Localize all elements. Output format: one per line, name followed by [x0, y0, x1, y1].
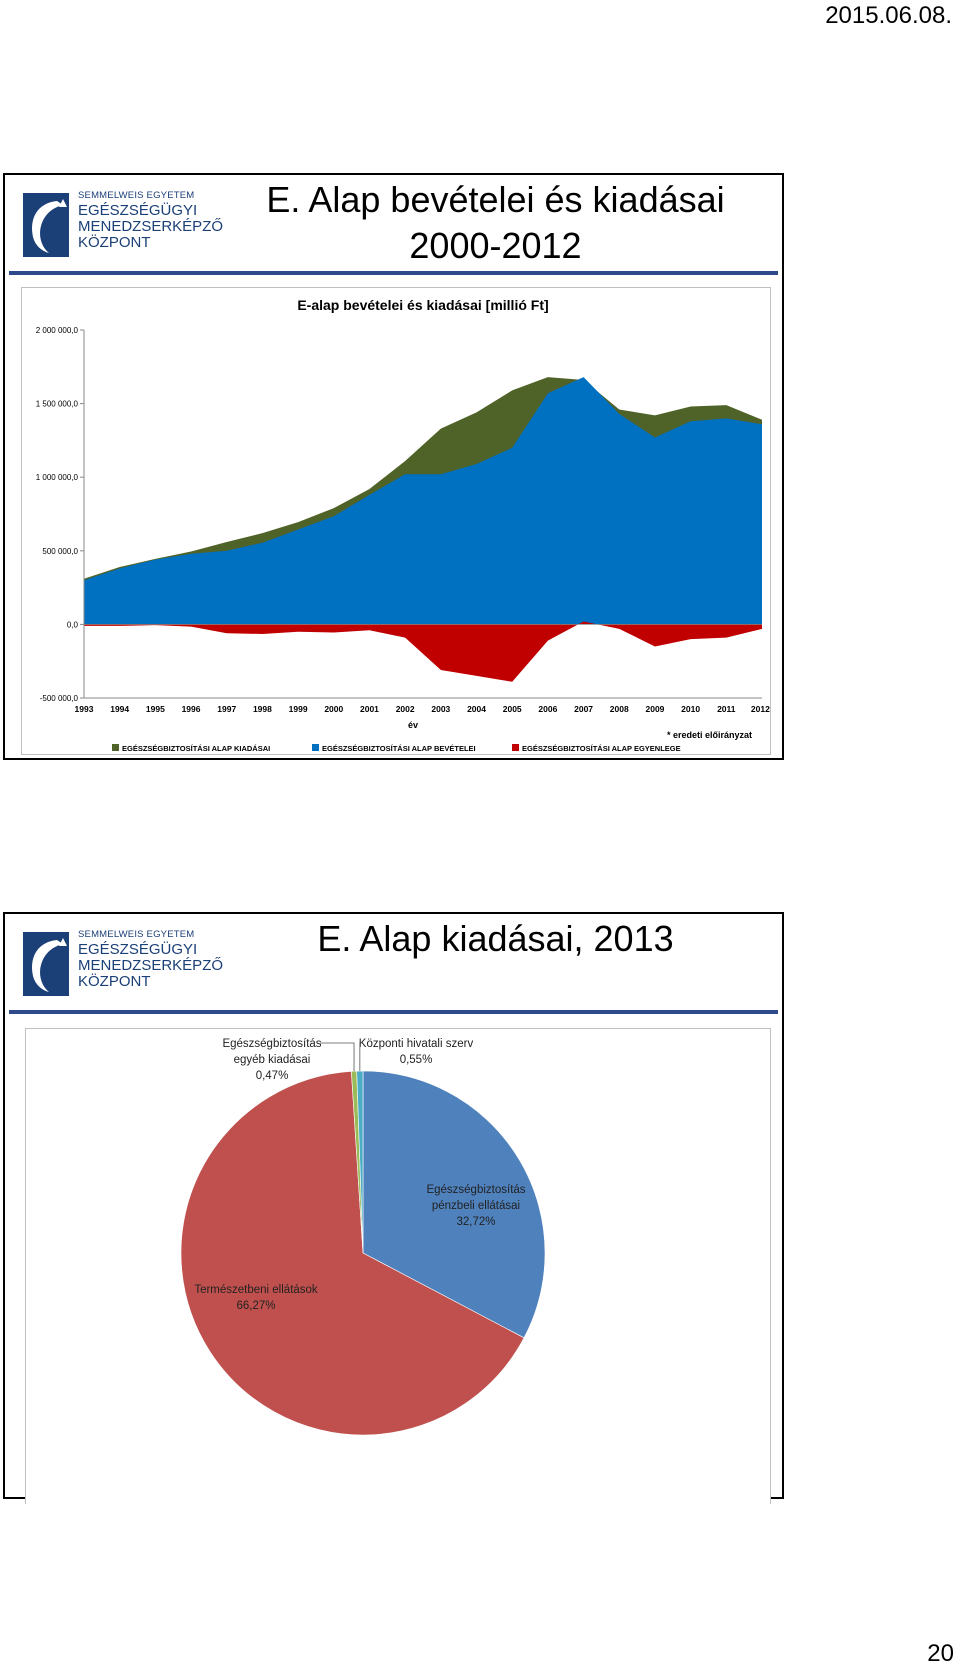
x-tick-label: 1998	[253, 704, 272, 714]
y-tick-label: -500 000,0	[40, 694, 79, 703]
x-tick-label: 2002	[396, 704, 415, 714]
logo-line-1: SEMMELWEIS EGYETEM	[78, 190, 195, 201]
logo-emblem-icon	[23, 193, 69, 257]
page-number: 20	[927, 1640, 954, 1667]
pie-value-label: 66,27%	[236, 1300, 275, 1312]
x-tick-label: 2003	[431, 704, 450, 714]
legend-item: EGÉSZSÉGBIZTOSÍTÁSI ALAP EGYENLEGE	[512, 744, 681, 753]
legend-swatch	[112, 744, 119, 751]
x-tick-label: 2012*	[751, 704, 770, 714]
x-tick-label: 1993	[75, 704, 94, 714]
logo-line-4: KÖZPONT	[78, 972, 151, 990]
slide-title-line-2: 2000-2012	[409, 225, 582, 266]
area-chart-frame: E-alap bevételei és kiadásai [millió Ft]…	[21, 287, 774, 755]
pie-label-text: Központi hivatali szerv	[359, 1038, 474, 1050]
y-tick-label: 2 000 000,0	[36, 326, 79, 335]
logo-line-3: MENEDZSERKÉPZŐ	[78, 956, 224, 974]
area-chart: E-alap bevételei és kiadásai [millió Ft]…	[36, 297, 774, 753]
y-tick-label: 0,0	[67, 620, 79, 629]
pie-label-text: Egészségbiztosítás	[426, 1184, 525, 1196]
slide-title: E. Alap kiadásai, 2013	[317, 918, 674, 959]
title-rule	[9, 1010, 778, 1014]
slide-title: E. Alap bevételei és kiadásai 2000-2012	[215, 177, 776, 269]
x-tick-label: 1995	[146, 704, 165, 714]
pie-leader-line	[359, 1042, 361, 1072]
logo-line-4: KÖZPONT	[78, 233, 151, 251]
logo-line-1: SEMMELWEIS EGYETEM	[78, 929, 195, 940]
legend-swatch	[312, 744, 319, 751]
area-series-3	[84, 621, 762, 682]
x-tick-label: 1996	[182, 704, 201, 714]
x-tick-label: 2008	[610, 704, 629, 714]
pie-value-label: 0,55%	[400, 1054, 433, 1066]
legend-item: EGÉSZSÉGBIZTOSÍTÁSI ALAP BEVÉTELEI	[312, 744, 476, 753]
chart-note: * eredeti előirányzat	[667, 730, 752, 740]
pie-label: Központi hivatali szerv 0,55%	[359, 1038, 474, 1066]
y-tick-label: 1 500 000,0	[36, 400, 79, 409]
pie-slice-2	[180, 1071, 525, 1436]
x-tick-label: 2011	[717, 704, 736, 714]
semmelweis-logo: SEMMELWEIS EGYETEM EGÉSZSÉGÜGYI MENEDZSE…	[23, 930, 223, 1000]
x-tick-label: 2007	[574, 704, 593, 714]
x-tick-label: 1997	[217, 704, 236, 714]
legend-swatch	[512, 744, 519, 751]
logo-line-3: MENEDZSERKÉPZŐ	[78, 217, 224, 235]
x-tick-label: 2005	[503, 704, 522, 714]
pie-chart-frame: Egészségbiztosítás pénzbeli ellátásai 32,7…	[25, 1028, 771, 1504]
y-tick-label: 1 000 000,0	[36, 473, 79, 482]
x-tick-label: 2001	[360, 704, 379, 714]
x-axis-label: év	[408, 720, 418, 730]
title-rule	[9, 271, 778, 275]
legend-label: EGÉSZSÉGBIZTOSÍTÁSI ALAP BEVÉTELEI	[322, 744, 476, 753]
pie-chart: Egészségbiztosítás pénzbeli ellátásai 32,7…	[180, 1038, 546, 1436]
logo-line-2: EGÉSZSÉGÜGYI	[78, 201, 198, 219]
pie-label-text: Egészségbiztosítás	[222, 1038, 321, 1050]
x-tick-label: 1999	[289, 704, 308, 714]
pie-label-text: egyéb kiadásai	[234, 1054, 311, 1066]
pie-label: Egészségbiztosítás egyéb kiadásai 0,47%	[222, 1038, 321, 1082]
chart-title: E-alap bevételei és kiadásai [millió Ft]	[297, 297, 548, 313]
pie-label: Egészségbiztosítás pénzbeli ellátásai 32,7…	[426, 1184, 525, 1228]
legend-label: EGÉSZSÉGBIZTOSÍTÁSI ALAP KIADÁSAI	[122, 744, 270, 753]
pie-slice-1	[362, 1070, 546, 1339]
area-series-2	[84, 377, 762, 625]
x-tick-label: 2009	[645, 704, 664, 714]
logo-text: SEMMELWEIS EGYETEM EGÉSZSÉGÜGYI MENEDZSE…	[78, 930, 223, 989]
slide-revenue-expenditure: SEMMELWEIS EGYETEM EGÉSZSÉGÜGYI MENEDZSE…	[3, 173, 784, 760]
pie-value-label: 32,72%	[456, 1216, 495, 1228]
semmelweis-logo: SEMMELWEIS EGYETEM EGÉSZSÉGÜGYI MENEDZSE…	[23, 191, 223, 261]
x-tick-label: 2006	[538, 704, 557, 714]
logo-emblem-icon	[23, 932, 69, 996]
pie-label-text: Természetbeni ellátások	[194, 1284, 318, 1296]
logo-line-2: EGÉSZSÉGÜGYI	[78, 940, 198, 958]
x-tick-label: 2000	[324, 704, 343, 714]
pie-leader-line	[320, 1042, 355, 1072]
pie-label: Természetbeni ellátások 66,27%	[194, 1284, 318, 1312]
pie-label-text: pénzbeli ellátásai	[432, 1200, 520, 1212]
x-tick-label: 2004	[467, 704, 486, 714]
pie-value-label: 0,47%	[256, 1070, 289, 1082]
y-tick-label: 500 000,0	[42, 547, 78, 556]
legend-label: EGÉSZSÉGBIZTOSÍTÁSI ALAP EGYENLEGE	[522, 744, 681, 753]
slide-expenditure-2013: SEMMELWEIS EGYETEM EGÉSZSÉGÜGYI MENEDZSE…	[3, 912, 784, 1504]
x-tick-label: 2010	[681, 704, 700, 714]
slide-title-line-1: E. Alap bevételei és kiadásai	[266, 179, 725, 220]
x-tick-label: 1994	[110, 704, 129, 714]
legend-item: EGÉSZSÉGBIZTOSÍTÁSI ALAP KIADÁSAI	[112, 744, 270, 753]
logo-text: SEMMELWEIS EGYETEM EGÉSZSÉGÜGYI MENEDZSE…	[78, 191, 223, 250]
page-date: 2015.06.08.	[825, 2, 952, 29]
